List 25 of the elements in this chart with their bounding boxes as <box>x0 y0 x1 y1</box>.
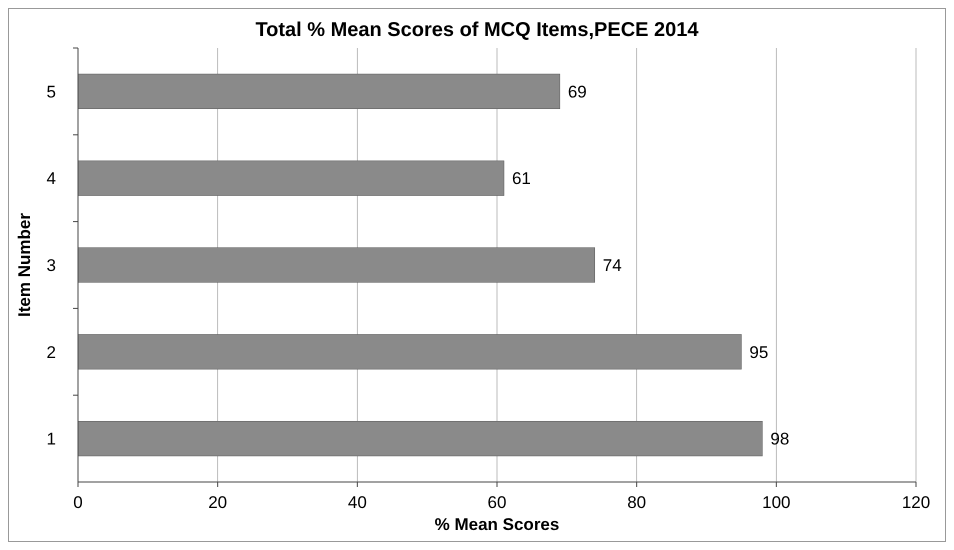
y-tick-label: 1 <box>46 430 56 449</box>
x-tick-label: 60 <box>488 493 506 512</box>
chart-title: Total % Mean Scores of MCQ Items,PECE 2014 <box>255 19 700 41</box>
bar <box>78 334 742 370</box>
data-label: 74 <box>602 256 622 275</box>
data-label: 95 <box>749 342 768 362</box>
y-tick-label: 5 <box>46 82 56 102</box>
data-label: 69 <box>568 82 587 102</box>
x-tick-label: 40 <box>348 493 367 512</box>
bar <box>78 420 763 456</box>
bar <box>78 74 560 110</box>
y-tick-label: 3 <box>46 256 56 275</box>
x-tick-label: 0 <box>73 493 83 512</box>
y-axis-title: Item Number <box>15 212 34 317</box>
x-tick-label: 120 <box>902 493 930 512</box>
x-axis-title: % Mean Scores <box>434 515 560 534</box>
x-tick-label: 100 <box>762 493 791 512</box>
x-tick-label: 20 <box>208 493 228 512</box>
y-tick-label: 2 <box>46 342 56 362</box>
x-tick-label: 80 <box>627 493 646 512</box>
data-label: 98 <box>770 430 790 449</box>
data-label: 61 <box>512 169 531 188</box>
y-tick-label: 4 <box>46 169 56 188</box>
bar <box>78 247 596 283</box>
bar <box>78 160 504 196</box>
